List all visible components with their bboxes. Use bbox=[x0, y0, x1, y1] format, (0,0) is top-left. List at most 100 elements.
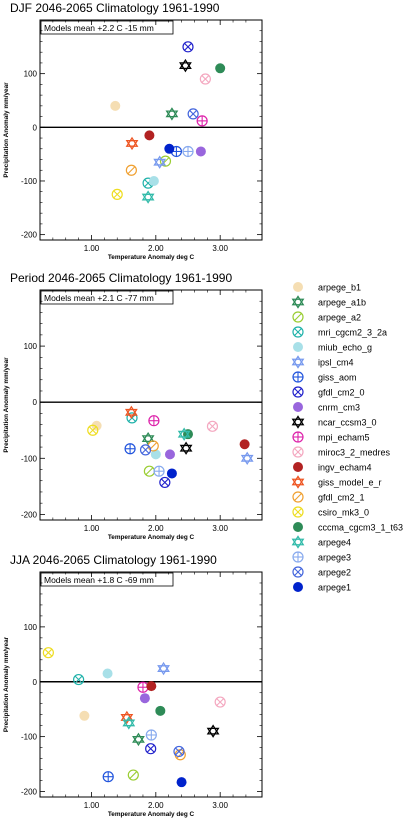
legend-label: mpi_echam5 bbox=[318, 433, 370, 443]
legend-marker bbox=[293, 402, 303, 412]
data-point-arpege4 bbox=[141, 190, 155, 204]
x-tick-label: 1.00 bbox=[84, 801, 100, 810]
data-point-giss_model_e_r bbox=[124, 405, 138, 420]
x-tick-label: 3.00 bbox=[212, 524, 228, 533]
data-point-mpi_echam5 bbox=[148, 415, 160, 427]
y-tick-label: -200 bbox=[21, 231, 38, 240]
data-point-giss_model_e_r bbox=[125, 136, 139, 151]
legend-marker bbox=[293, 342, 303, 352]
legend-label: miroc3_2_medres bbox=[318, 448, 391, 458]
legend-item-miub_echo_g: miub_echo_g bbox=[293, 342, 372, 353]
legend-label: giss_model_e_r bbox=[318, 478, 382, 488]
legend-item-csiro_mk3_0: csiro_mk3_0 bbox=[292, 506, 369, 518]
data-point-arpege2 bbox=[187, 108, 199, 120]
legend-label: arpege4 bbox=[318, 538, 351, 548]
data-point-miroc3_2_medres bbox=[206, 420, 219, 432]
legend-item-giss_model_e_r: giss_model_e_r bbox=[291, 475, 382, 489]
data-point-giss_aom bbox=[124, 443, 136, 455]
data-point-gfdl_cm2_1 bbox=[125, 164, 137, 176]
legend-item-arpege_a1b: arpege_a1b bbox=[291, 295, 366, 309]
data-point-gfdl_cm2_0 bbox=[159, 476, 171, 489]
legend-label: arpege2 bbox=[318, 568, 351, 578]
plot-frame bbox=[39, 19, 263, 241]
y-tick-label: 100 bbox=[24, 623, 38, 632]
legend-marker bbox=[292, 326, 304, 338]
legend-label: cccma_cgcm3_1_t63 bbox=[318, 523, 403, 533]
legend-marker bbox=[292, 311, 304, 323]
legend-marker bbox=[293, 582, 303, 592]
legend-item-giss_aom: giss_aom bbox=[292, 371, 357, 383]
models-mean-label: Models mean +1.8 C -69 mm bbox=[44, 575, 154, 585]
models-mean-box: Models mean +2.2 C -15 mm bbox=[40, 20, 174, 35]
legend-item-mpi_echam5: mpi_echam5 bbox=[292, 431, 370, 443]
y-tick-label: -100 bbox=[21, 454, 38, 463]
data-point-ipsl_cm4 bbox=[153, 155, 167, 169]
y-tick-label: 100 bbox=[24, 70, 38, 79]
data-point-arpege3 bbox=[182, 145, 194, 158]
models-mean-box: Models mean +1.8 C -69 mm bbox=[40, 572, 174, 587]
legend-item-ipsl_cm4: ipsl_cm4 bbox=[291, 355, 354, 369]
legend-item-arpege1: arpege1 bbox=[293, 582, 351, 593]
data-point-ncar_ccsm3_0 bbox=[206, 724, 220, 738]
legend-label: arpege1 bbox=[318, 583, 351, 593]
legend: arpege_b1 arpege_a1b arpege_a2 mri_cgcm2_3_… bbox=[291, 282, 403, 593]
data-point-arpege_a1b bbox=[132, 732, 145, 747]
legend-label: ipsl_cm4 bbox=[318, 358, 354, 368]
legend-label: cnrm_cm3 bbox=[318, 403, 360, 413]
data-point-ingv_echam4 bbox=[146, 681, 157, 692]
y-axis-label: Precipitation Anomaly mm/year bbox=[3, 357, 10, 453]
legend-item-ncar_ccsm3_0: ncar_ccsm3_0 bbox=[291, 415, 377, 429]
models-mean-label: Models mean +2.1 C -77 mm bbox=[44, 293, 154, 303]
data-point-arpege3 bbox=[145, 729, 157, 741]
chart-title: Period 2046-2065 Climatology 1961-1990 bbox=[10, 271, 232, 285]
legend-label: miub_echo_g bbox=[318, 343, 372, 353]
data-point-miub_echo_g bbox=[150, 449, 161, 460]
chart-panel-1: DJF 2046-2065 Climatology 1961-1990 Model… bbox=[3, 1, 263, 261]
data-point-miroc3_2_medres bbox=[214, 696, 226, 708]
x-axis-label: Temperature Anomaly deg C bbox=[108, 534, 195, 541]
legend-item-arpege4: arpege4 bbox=[291, 535, 351, 549]
legend-label: gfdl_cm2_0 bbox=[318, 388, 365, 398]
data-point-arpege_a2 bbox=[143, 465, 155, 477]
models-mean-box: Models mean +2.1 C -77 mm bbox=[40, 290, 174, 305]
data-point-miub_echo_g bbox=[148, 175, 159, 186]
legend-label: ingv_echam4 bbox=[318, 463, 372, 473]
legend-marker bbox=[291, 475, 305, 489]
legend-item-ingv_echam4: ingv_echam4 bbox=[293, 462, 372, 473]
legend-label: gfdl_cm2_1 bbox=[318, 493, 365, 503]
x-axis-label: Temperature Anomaly deg C bbox=[108, 811, 195, 818]
legend-label: giss_aom bbox=[318, 373, 357, 383]
legend-label: arpege3 bbox=[318, 553, 351, 563]
legend-marker bbox=[292, 431, 304, 443]
legend-label: arpege_a1b bbox=[318, 298, 366, 308]
data-point-miub_echo_g bbox=[102, 668, 113, 679]
legend-marker bbox=[292, 551, 304, 563]
legend-marker bbox=[291, 355, 305, 369]
data-point-cnrm_cm3 bbox=[195, 146, 206, 157]
legend-label: ncar_ccsm3_0 bbox=[318, 418, 377, 428]
data-point-miroc3_2_medres bbox=[199, 73, 211, 85]
data-point-arpege1 bbox=[164, 143, 175, 154]
legend-item-arpege_a2: arpege_a2 bbox=[292, 311, 361, 323]
data-point-arpege3 bbox=[153, 465, 165, 477]
legend-marker bbox=[291, 415, 305, 429]
data-point-arpege_a1b bbox=[141, 431, 155, 446]
x-tick-label: 3.00 bbox=[212, 801, 228, 810]
legend-label: csiro_mk3_0 bbox=[318, 508, 369, 518]
y-tick-label: 0 bbox=[33, 678, 38, 687]
chart-panel-2: Period 2046-2065 Climatology 1961-1990 Mo… bbox=[3, 271, 263, 541]
data-point-giss_aom bbox=[102, 771, 114, 783]
x-tick-label: 3.00 bbox=[212, 244, 228, 253]
data-point-mri_cgcm2_3_2a bbox=[73, 673, 85, 686]
plot-frame bbox=[39, 571, 263, 798]
y-tick-label: -200 bbox=[21, 788, 38, 797]
data-point-arpege_b1 bbox=[79, 710, 90, 721]
legend-item-miroc3_2_medres: miroc3_2_medres bbox=[292, 446, 391, 458]
legend-item-gfdl_cm2_0: gfdl_cm2_0 bbox=[292, 386, 365, 398]
legend-item-arpege_b1: arpege_b1 bbox=[293, 282, 361, 293]
legend-marker bbox=[293, 462, 303, 472]
data-point-arpege4 bbox=[177, 427, 191, 441]
y-axis-label: Precipitation Anomaly mm/year bbox=[3, 636, 10, 732]
x-tick-label: 2.00 bbox=[148, 244, 164, 253]
